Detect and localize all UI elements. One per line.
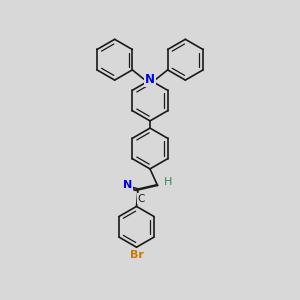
Text: Br: Br	[130, 250, 143, 260]
Text: N: N	[123, 180, 132, 190]
Text: C: C	[137, 194, 145, 204]
Text: N: N	[145, 73, 155, 86]
Text: H: H	[164, 177, 172, 188]
